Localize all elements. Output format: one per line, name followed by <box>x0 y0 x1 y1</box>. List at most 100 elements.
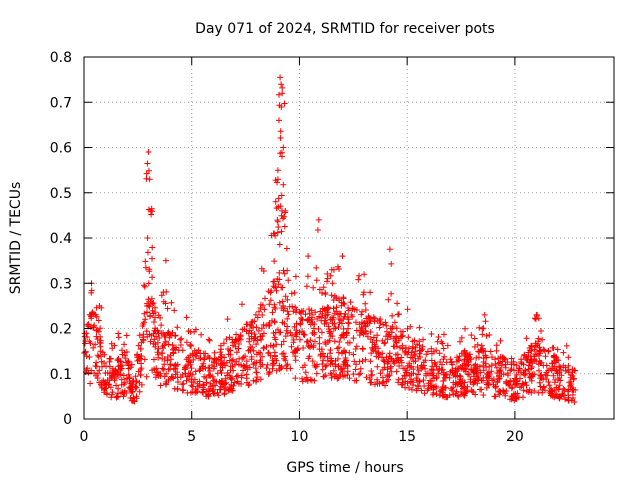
data-point <box>568 371 574 378</box>
data-point <box>362 323 369 330</box>
data-point <box>364 333 371 340</box>
data-point <box>248 353 255 360</box>
data-point <box>239 355 246 362</box>
data-point <box>155 312 162 319</box>
data-point <box>469 388 476 395</box>
data-point <box>168 299 175 306</box>
data-point <box>275 224 282 230</box>
data-point <box>252 365 259 372</box>
data-point <box>115 393 122 400</box>
data-point <box>432 361 439 368</box>
data-point <box>329 280 336 287</box>
data-point <box>398 359 405 366</box>
data-point <box>492 383 499 390</box>
data-point <box>336 339 343 345</box>
data-point <box>415 371 421 378</box>
data-point <box>412 344 419 351</box>
data-point <box>287 329 294 336</box>
data-point <box>536 367 542 374</box>
data-point <box>245 347 252 354</box>
data-point <box>493 347 500 354</box>
data-point <box>388 368 395 375</box>
data-point <box>525 362 532 369</box>
data-point <box>162 339 169 346</box>
data-point <box>196 355 202 362</box>
data-point <box>278 104 285 110</box>
data-point <box>267 342 274 349</box>
data-point <box>359 308 365 315</box>
data-point <box>228 376 235 383</box>
data-point <box>482 318 489 325</box>
data-point <box>304 273 311 280</box>
data-point <box>388 363 394 370</box>
data-point <box>382 339 389 346</box>
data-point <box>95 317 102 324</box>
data-point <box>247 321 254 328</box>
data-point <box>340 294 347 301</box>
data-point <box>274 276 281 282</box>
data-point <box>457 338 463 345</box>
data-point <box>151 366 158 373</box>
data-point <box>149 274 156 281</box>
data-point <box>103 379 109 386</box>
y-tick-labels: 0 0.1 0.2 0.3 0.4 0.5 0.6 0.7 0.8 <box>50 50 72 428</box>
data-point <box>540 346 547 353</box>
data-point <box>330 305 337 312</box>
data-point <box>165 377 172 383</box>
data-point <box>281 213 288 220</box>
data-point <box>187 342 194 349</box>
data-point <box>428 378 435 385</box>
data-point <box>211 363 218 370</box>
data-point <box>553 354 560 361</box>
data-point <box>149 307 156 314</box>
data-point <box>151 327 158 334</box>
data-point <box>146 167 152 174</box>
data-point <box>361 271 368 278</box>
data-point <box>278 192 285 199</box>
data-point <box>282 357 289 364</box>
data-point <box>422 365 428 372</box>
y-tick-label: 0.4 <box>50 231 72 247</box>
data-point <box>227 387 234 393</box>
data-point <box>526 359 533 366</box>
data-point <box>319 361 326 367</box>
data-point <box>345 325 352 332</box>
data-point <box>129 379 136 386</box>
data-point <box>132 373 139 380</box>
data-point <box>141 310 148 317</box>
data-point <box>250 347 257 354</box>
data-point <box>507 367 514 374</box>
data-point <box>149 244 156 251</box>
data-point <box>458 334 465 341</box>
data-point <box>125 362 132 369</box>
data-point <box>291 289 298 296</box>
data-point <box>336 372 343 379</box>
data-point <box>252 311 259 318</box>
data-point <box>167 361 174 368</box>
data-point <box>331 293 338 300</box>
data-point <box>299 375 306 382</box>
data-point <box>272 329 279 336</box>
data-point <box>232 343 239 350</box>
data-point <box>341 301 348 308</box>
data-point <box>280 181 287 188</box>
data-point <box>253 341 260 348</box>
data-point <box>495 360 502 367</box>
data-point <box>143 328 150 335</box>
data-point <box>556 395 563 402</box>
data-point <box>172 365 179 372</box>
data-point <box>381 340 388 347</box>
y-tick-label: 0 <box>63 412 72 428</box>
data-point <box>223 336 230 343</box>
data-point <box>355 276 362 283</box>
data-point <box>523 335 530 342</box>
data-point <box>493 364 500 371</box>
data-point <box>521 352 528 359</box>
data-point <box>284 361 291 368</box>
data-point <box>281 270 288 277</box>
data-point <box>271 349 278 356</box>
data-point <box>229 375 236 382</box>
data-point <box>472 391 479 398</box>
data-point <box>151 319 157 325</box>
data-point <box>324 278 330 285</box>
